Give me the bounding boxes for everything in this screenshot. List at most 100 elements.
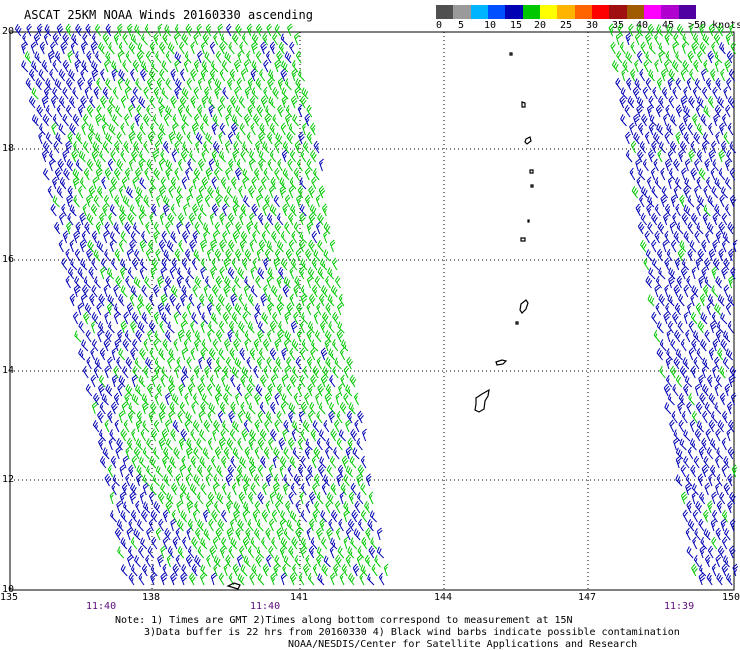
wind-barb xyxy=(218,131,224,145)
wind-barb xyxy=(150,564,158,577)
wind-barb xyxy=(203,528,211,541)
wind-barb xyxy=(367,519,374,532)
wind-barb xyxy=(686,546,694,559)
wind-barb xyxy=(668,275,675,289)
wind-barb xyxy=(146,383,153,397)
wind-barb xyxy=(208,158,215,172)
wind-barb xyxy=(322,203,328,217)
wind-barb xyxy=(658,293,666,307)
wind-barb xyxy=(343,501,351,514)
wind-barb xyxy=(304,392,310,406)
wind-barb xyxy=(254,528,261,541)
wind-barb xyxy=(169,401,176,415)
wind-barb xyxy=(359,572,365,586)
wind-barb xyxy=(136,131,143,145)
wind-barb xyxy=(220,33,228,46)
wind-barb xyxy=(250,537,258,550)
wind-barb xyxy=(97,185,104,199)
wind-barb xyxy=(706,302,712,316)
wind-barb xyxy=(285,500,291,514)
wind-barb xyxy=(235,221,242,235)
wind-barb xyxy=(656,24,663,37)
wind-barb xyxy=(210,572,217,586)
wind-barb xyxy=(177,329,185,343)
wind-barb xyxy=(307,410,314,424)
wind-barb xyxy=(281,393,289,406)
wind-barb xyxy=(325,500,331,514)
wind-barb xyxy=(235,392,240,406)
wind-barb xyxy=(73,284,81,298)
wind-barb xyxy=(99,212,105,226)
wind-barb xyxy=(194,276,202,289)
wind-barb xyxy=(25,77,32,91)
wind-barb xyxy=(225,113,231,127)
wind-barb xyxy=(157,302,165,316)
wind-barb xyxy=(111,482,117,496)
wind-barb xyxy=(675,474,683,487)
wind-barb xyxy=(148,491,155,505)
wind-barb xyxy=(95,159,103,172)
wind-barb xyxy=(105,275,111,289)
wind-barb xyxy=(242,482,249,496)
wind-barb xyxy=(668,69,676,82)
wind-barb xyxy=(701,266,707,280)
wind-barb xyxy=(39,123,46,136)
wind-barb xyxy=(320,374,328,388)
wind-barb xyxy=(211,176,217,190)
wind-barb xyxy=(186,77,192,91)
wind-barb xyxy=(170,518,176,532)
wind-barb xyxy=(266,275,273,289)
wind-barb xyxy=(148,518,154,532)
wind-barb xyxy=(307,383,313,397)
wind-barb xyxy=(157,23,163,37)
wind-barb xyxy=(217,518,225,532)
wind-barb xyxy=(237,519,244,532)
wind-barb xyxy=(203,284,209,298)
latitude-tick-label: 18 xyxy=(2,143,15,154)
wind-barb xyxy=(104,365,110,379)
wind-barb xyxy=(132,86,139,100)
wind-barb xyxy=(171,509,178,523)
island-outlines xyxy=(226,52,534,590)
wind-barb xyxy=(93,365,99,379)
wind-barb xyxy=(298,131,305,145)
wind-barb xyxy=(86,213,94,226)
wind-barb xyxy=(279,177,287,190)
wind-barb xyxy=(257,267,265,280)
wind-barb xyxy=(211,122,218,136)
wind-barb xyxy=(317,212,324,226)
wind-barb xyxy=(120,149,127,163)
wind-barb xyxy=(704,276,712,289)
wind-barb xyxy=(30,41,37,55)
wind-barb xyxy=(655,302,662,316)
wind-barb xyxy=(227,329,233,343)
wind-barb xyxy=(150,510,158,523)
wind-barb xyxy=(715,482,721,496)
longitude-tick-label: 135 xyxy=(0,592,19,603)
wind-barb xyxy=(126,437,133,451)
wind-barb xyxy=(102,141,110,154)
wind-barb xyxy=(701,437,707,451)
wind-barb xyxy=(182,141,190,154)
wind-barb xyxy=(113,32,120,46)
wind-barb xyxy=(31,87,39,100)
wind-barb xyxy=(688,95,695,109)
wind-barb xyxy=(700,114,707,127)
wind-barb xyxy=(718,149,725,163)
wind-barb xyxy=(130,320,137,334)
wind-barb xyxy=(697,473,704,487)
wind-barb xyxy=(222,420,230,433)
wind-barb xyxy=(167,356,173,370)
wind-barb xyxy=(284,221,291,235)
wind-barb xyxy=(193,446,200,460)
wind-barb xyxy=(249,347,256,361)
wind-barb xyxy=(667,149,674,163)
wind-barb xyxy=(72,311,79,325)
wind-barb xyxy=(718,248,724,262)
wind-barb xyxy=(108,123,116,136)
wind-barb xyxy=(73,230,80,244)
wind-barb xyxy=(249,150,256,163)
wind-barb xyxy=(119,204,127,217)
wind-barb xyxy=(315,392,320,406)
wind-barb xyxy=(263,167,270,181)
